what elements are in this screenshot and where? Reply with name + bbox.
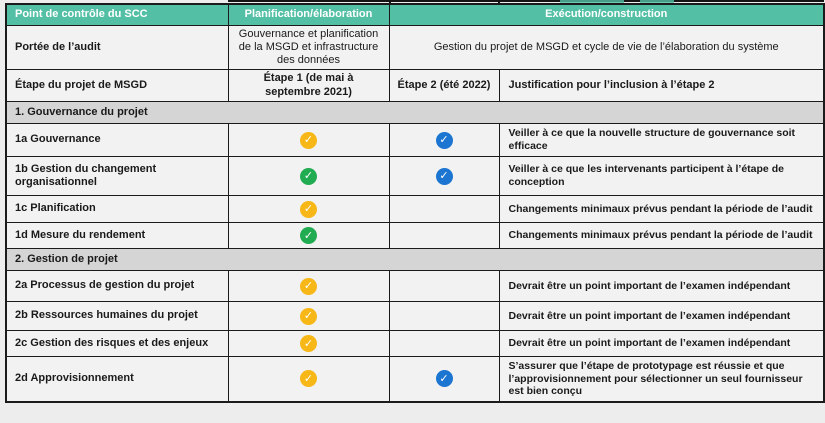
stage-label: Étape du projet de MSGD bbox=[5, 69, 229, 103]
scope-row: Portée de l’audit Gouvernance et planifi… bbox=[5, 24, 825, 71]
header-point-de-controle: Point de contrôle du SCC bbox=[5, 3, 229, 26]
audit-scope-table: Point de contrôle du SCC Planification/é… bbox=[5, 3, 825, 403]
section-project-mgmt-row: 2. Gestion de projet bbox=[5, 248, 825, 272]
check-icon: ✓ bbox=[300, 335, 317, 353]
check-cell-etape2: ✓ bbox=[388, 356, 500, 403]
crop-remnant-tick bbox=[389, 0, 391, 4]
check-icon: ✓ bbox=[300, 200, 317, 218]
justification-note: Changements minimaux prévus pendant la p… bbox=[498, 222, 825, 250]
stage-etape1-cell: Étape 1 (de mai à septembre 2021) bbox=[227, 69, 390, 103]
check-icon: ✓ bbox=[300, 227, 317, 245]
justification-note: Devrait être un point important de l’exa… bbox=[498, 270, 825, 303]
check-icon: ✓ bbox=[300, 370, 317, 388]
justification-note: Veiller à ce que les intervenants partic… bbox=[498, 156, 825, 197]
stage-etape2-cell: Étape 2 (été 2022) bbox=[388, 69, 500, 103]
row-label: 2d Approvisionnement bbox=[5, 356, 229, 403]
check-icon: ✓ bbox=[435, 370, 453, 388]
header-execution: Exécution/construction bbox=[388, 3, 825, 26]
crop-remnant-text bbox=[560, 0, 624, 3]
table-row-1a: 1a Gouvernance ✓ ✓ Veiller à ce que la n… bbox=[5, 123, 825, 158]
check-cell-etape2: ✓ bbox=[388, 330, 500, 358]
crop-remnant-text bbox=[640, 0, 674, 3]
check-icon: ✓ bbox=[300, 131, 317, 149]
check-cell-etape2: ✓ bbox=[388, 301, 500, 332]
check-icon: ✓ bbox=[300, 307, 317, 325]
scope-execution-cell: Gestion du projet de MSGD et cycle de vi… bbox=[388, 24, 825, 71]
check-cell-etape2: ✓ bbox=[388, 123, 500, 158]
table-row-1c: 1c Planification ✓ ✓ Changements minimau… bbox=[5, 195, 825, 224]
justification-note: S’assurer que l’étape de prototypage est… bbox=[498, 356, 825, 403]
justification-note: Veiller à ce que la nouvelle structure d… bbox=[498, 123, 825, 158]
section-project-mgmt-title: 2. Gestion de projet bbox=[5, 248, 825, 272]
check-cell-etape1: ✓ bbox=[227, 195, 390, 224]
check-cell-etape1: ✓ bbox=[227, 301, 390, 332]
row-label: 2b Ressources humaines du projet bbox=[5, 301, 229, 332]
row-label: 1a Gouvernance bbox=[5, 123, 229, 158]
section-governance-row: 1. Gouvernance du projet bbox=[5, 101, 825, 125]
table-row-1b: 1b Gestion du changement organisationnel… bbox=[5, 156, 825, 197]
table-row-2b: 2b Ressources humaines du projet ✓ ✓ Dev… bbox=[5, 301, 825, 332]
check-cell-etape1: ✓ bbox=[227, 270, 390, 303]
check-cell-etape1: ✓ bbox=[227, 123, 390, 158]
stage-justification-cell: Justification pour l’inclusion à l’étape… bbox=[498, 69, 825, 103]
check-cell-etape2: ✓ bbox=[388, 195, 500, 224]
justification-note: Devrait être un point important de l’exa… bbox=[498, 301, 825, 332]
justification-note: Devrait être un point important de l’exa… bbox=[498, 330, 825, 358]
cropped-row-remnant bbox=[0, 0, 825, 4]
table-row-2a: 2a Processus de gestion du projet ✓ ✓ De… bbox=[5, 270, 825, 303]
row-label: 1c Planification bbox=[5, 195, 229, 224]
check-icon: ✓ bbox=[300, 277, 317, 295]
row-label: 2c Gestion des risques et des enjeux bbox=[5, 330, 229, 358]
header-planification: Planification/élaboration bbox=[227, 3, 390, 26]
table-row-2d: 2d Approvisionnement ✓ ✓ S’assurer que l… bbox=[5, 356, 825, 403]
crop-remnant-line bbox=[228, 0, 824, 2]
check-cell-etape2: ✓ bbox=[388, 222, 500, 250]
check-cell-etape1: ✓ bbox=[227, 330, 390, 358]
row-label: 1b Gestion du changement organisationnel bbox=[5, 156, 229, 197]
check-cell-etape2: ✓ bbox=[388, 156, 500, 197]
scope-label: Portée de l’audit bbox=[5, 24, 229, 71]
check-cell-etape2: ✓ bbox=[388, 270, 500, 303]
row-label: 2a Processus de gestion du projet bbox=[5, 270, 229, 303]
row-label: 1d Mesure du rendement bbox=[5, 222, 229, 250]
crop-remnant-tick bbox=[498, 0, 500, 4]
table-header-row: Point de contrôle du SCC Planification/é… bbox=[5, 3, 825, 26]
stage-row: Étape du projet de MSGD Étape 1 (de mai … bbox=[5, 69, 825, 103]
scope-planification-cell: Gouvernance et planification de la MSGD … bbox=[227, 24, 390, 71]
check-icon: ✓ bbox=[435, 131, 453, 149]
check-icon: ✓ bbox=[300, 167, 317, 185]
justification-note: Changements minimaux prévus pendant la p… bbox=[498, 195, 825, 224]
check-cell-etape1: ✓ bbox=[227, 156, 390, 197]
check-cell-etape1: ✓ bbox=[227, 222, 390, 250]
section-governance-title: 1. Gouvernance du projet bbox=[5, 101, 825, 125]
check-cell-etape1: ✓ bbox=[227, 356, 390, 403]
table-row-2c: 2c Gestion des risques et des enjeux ✓ ✓… bbox=[5, 330, 825, 358]
check-icon: ✓ bbox=[435, 167, 453, 185]
table-row-1d: 1d Mesure du rendement ✓ ✓ Changements m… bbox=[5, 222, 825, 250]
